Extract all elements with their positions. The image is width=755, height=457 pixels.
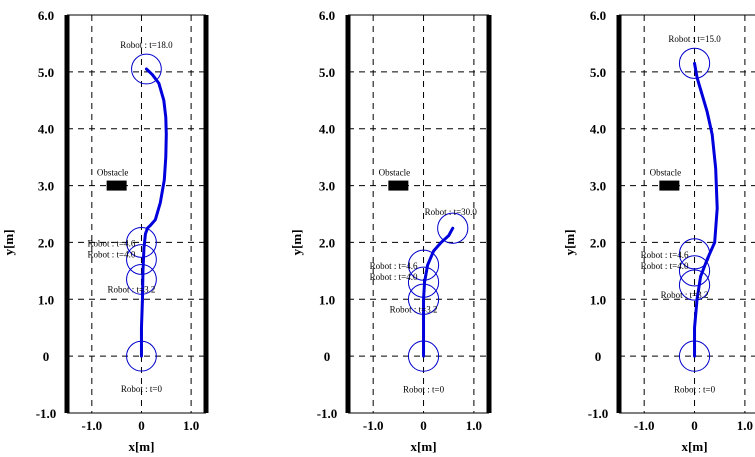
trajectory-line (693, 61, 719, 358)
robot-circle (437, 212, 469, 244)
y-tick-label: 5.0 (38, 65, 54, 80)
robot-circle (678, 269, 711, 301)
x-tick-label: 1.0 (183, 418, 199, 433)
y-tick-label: 2.0 (38, 235, 54, 250)
robot-label: Robot : t=0 (403, 384, 445, 394)
robot-label: Robot : t=3.2 (661, 290, 709, 300)
robot-circle (678, 255, 711, 287)
trajectory-line (139, 67, 168, 358)
trajectory-line (422, 226, 455, 358)
y-tick-label: 5.0 (319, 65, 335, 80)
robot-label: Robot : t=18.0 (120, 40, 173, 50)
robot-circle (126, 227, 157, 258)
y-tick-label: 1.0 (38, 292, 54, 307)
y-tick-label: 1.0 (590, 292, 606, 307)
robot-label: Robot : t=30.0 (425, 207, 478, 217)
y-tick-label: 3.0 (319, 179, 335, 194)
robot-label: Robot : t=3.2 (108, 284, 156, 294)
robot-circle (131, 53, 162, 85)
x-axis-label: x[m] (411, 439, 437, 454)
obstacle-label: Obstacle (379, 168, 411, 178)
chart-panel-1: -1.0 0 1.0 2.0 3.0 4.0 5.0 6.0 -1.0 0 1.0 x[m] y[m] O… (1, 8, 209, 454)
y-axis-label: y[m] (1, 229, 16, 255)
x-tick-label: 0 (420, 418, 427, 433)
y-tick-label: 0 (43, 349, 50, 364)
y-tick-label: 0 (324, 349, 331, 364)
y-tick-label: 2.0 (319, 235, 335, 250)
x-tick-label: -1.0 (634, 418, 655, 433)
obstacle-marker (659, 180, 680, 191)
y-tick-label: 4.0 (319, 122, 335, 137)
x-axis-label: x[m] (682, 439, 708, 454)
x-tick-label: -1.0 (363, 418, 384, 433)
robot-label: Robot : t=15.0 (668, 34, 721, 44)
obstacle-marker (106, 180, 127, 191)
y-tick-label: 4.0 (590, 122, 606, 137)
robot-label: Robot : t=4.0 (88, 249, 136, 259)
y-tick-label: 3.0 (38, 179, 54, 194)
chart-panel-2: -1.0 0 1.0 2.0 3.0 4.0 5.0 6.0 -1.0 0 1.0 x[m] y[m] O… (289, 8, 492, 454)
y-tick-label: 6.0 (590, 8, 606, 23)
x-axis-label: x[m] (128, 439, 154, 454)
y-tick-label: 3.0 (590, 179, 606, 194)
y-tick-label: 6.0 (319, 8, 335, 23)
robot-label: Robot : t=4.0 (641, 261, 689, 271)
y-axis-label: y[m] (562, 229, 577, 255)
y-tick-label: -1.0 (317, 406, 338, 421)
x-tick-label: 0 (691, 418, 698, 433)
chart-panel-3: -1.0 0 1.0 2.0 3.0 4.0 5.0 6.0 -1.0 0 1.0 x[m] y[m] O… (562, 8, 755, 454)
x-tick-label: 0 (138, 418, 145, 433)
obstacle-label: Obstacle (97, 168, 129, 178)
y-tick-label: 4.0 (38, 122, 54, 137)
robot-label: Robot : t=0 (121, 384, 163, 394)
robot-label: Robot : t=4.6 (88, 238, 136, 248)
y-axis-label: y[m] (289, 229, 304, 255)
obstacle-marker (388, 180, 409, 191)
robot-label: Robot : t=4.6 (641, 250, 689, 260)
y-tick-label: -1.0 (36, 406, 57, 421)
y-tick-label: 6.0 (38, 8, 54, 23)
x-tick-label: -1.0 (82, 418, 103, 433)
robot-label: Robot : t=4.6 (370, 261, 418, 271)
robot-label: Robot : t=0 (674, 384, 716, 394)
y-tick-label: 0 (595, 349, 602, 364)
y-tick-label: 5.0 (590, 65, 606, 80)
x-tick-label: 1.0 (466, 418, 482, 433)
robot-label: Robot : t=4.0 (370, 272, 418, 282)
y-tick-label: 2.0 (590, 235, 606, 250)
y-tick-label: -1.0 (588, 406, 609, 421)
robot-circle (678, 47, 711, 79)
robot-label: Robot : t=3.2 (390, 304, 438, 314)
x-tick-label: 1.0 (737, 418, 753, 433)
obstacle-label: Obstacle (650, 168, 682, 178)
y-tick-label: 1.0 (319, 292, 335, 307)
